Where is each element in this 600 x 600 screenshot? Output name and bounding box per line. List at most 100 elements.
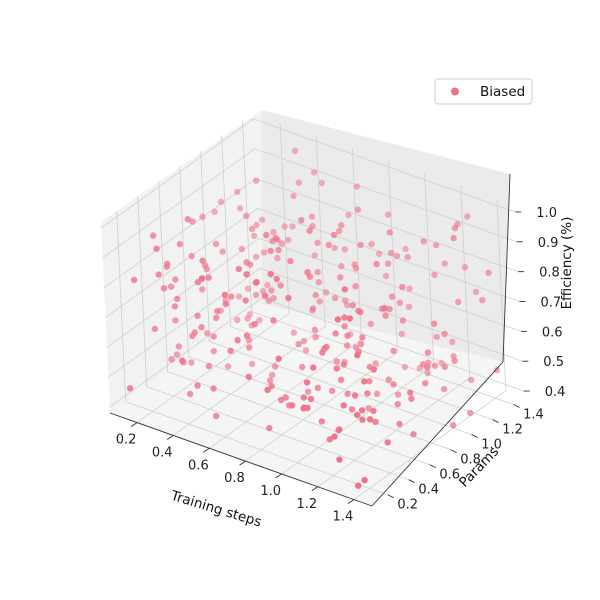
data-point	[212, 240, 220, 248]
data-point	[323, 343, 330, 351]
data-point	[467, 409, 474, 417]
data-point	[304, 404, 311, 412]
data-point	[440, 385, 448, 393]
data-point	[248, 360, 256, 368]
data-point	[331, 433, 338, 440]
data-point	[386, 305, 393, 313]
data-point	[298, 217, 305, 224]
data-point	[405, 303, 413, 310]
data-point	[449, 338, 456, 345]
y-tick-label: 1.0	[481, 438, 502, 453]
data-point	[245, 344, 253, 351]
y-gridline	[158, 180, 430, 466]
x-tick-label: 0.6	[188, 458, 209, 473]
data-point	[394, 391, 402, 398]
data-point	[242, 297, 249, 304]
data-point	[331, 294, 339, 302]
data-point	[278, 396, 285, 404]
z-tick-label: 0.7	[541, 296, 562, 311]
x-gridline	[136, 122, 290, 423]
data-point	[222, 300, 230, 308]
data-point	[336, 227, 343, 235]
data-point	[382, 272, 390, 280]
data-point	[410, 431, 417, 438]
data-point	[368, 241, 375, 248]
data-point	[300, 394, 307, 401]
data-point	[370, 407, 377, 415]
data-point	[201, 262, 209, 269]
data-point	[204, 330, 211, 337]
data-point	[406, 285, 413, 292]
y-tick-label: 1.2	[502, 423, 523, 438]
y-tick-label: 1.4	[523, 408, 544, 423]
data-point	[238, 245, 246, 253]
data-point	[211, 208, 218, 215]
data-point	[213, 314, 220, 322]
data-point	[431, 271, 438, 278]
y-tick	[492, 419, 499, 423]
data-point	[361, 378, 368, 385]
data-point	[269, 371, 276, 379]
data-point	[306, 227, 313, 234]
data-point	[278, 240, 286, 247]
data-point	[235, 293, 243, 300]
chart-axes: 0.20.40.60.81.01.21.40.20.40.60.81.01.21…	[109, 173, 566, 525]
data-point	[270, 317, 277, 324]
data-point	[172, 317, 179, 324]
data-point	[151, 325, 158, 333]
data-point	[358, 407, 366, 414]
data-point	[267, 270, 274, 278]
data-point	[295, 179, 302, 186]
data-point	[349, 302, 356, 309]
data-point	[210, 348, 217, 355]
data-point	[441, 363, 448, 371]
data-point	[253, 279, 260, 286]
data-point	[173, 351, 181, 358]
z-axis-line	[502, 173, 511, 363]
data-point	[376, 250, 383, 257]
z-axis-label: Efficiency (%)	[559, 217, 575, 310]
data-point	[260, 249, 268, 256]
data-point	[340, 361, 348, 368]
data-point	[311, 326, 319, 334]
data-point	[264, 281, 271, 289]
y-gridline	[221, 135, 493, 420]
data-point	[382, 312, 389, 319]
data-point	[228, 293, 235, 300]
legend: Biased	[434, 78, 533, 105]
data-point	[334, 316, 342, 323]
data-point	[290, 329, 298, 336]
data-point	[251, 320, 258, 328]
data-point	[243, 271, 250, 278]
data-point	[199, 286, 206, 293]
data-point	[433, 241, 440, 249]
data-point	[252, 291, 260, 299]
data-point	[153, 245, 160, 252]
data-point	[372, 360, 379, 367]
data-point	[353, 183, 360, 190]
x-tick	[239, 460, 246, 466]
y-tick-label: 0.6	[439, 468, 460, 483]
data-point	[285, 236, 292, 244]
data-point	[235, 265, 242, 273]
data-point	[277, 282, 284, 289]
data-point	[314, 384, 321, 392]
data-point	[399, 283, 406, 291]
x-tick-label: 1.2	[296, 497, 317, 512]
data-point	[388, 249, 395, 257]
data-point	[315, 279, 322, 286]
data-point	[268, 382, 275, 390]
data-point	[311, 252, 318, 259]
data-point	[263, 231, 270, 239]
data-point	[234, 316, 241, 324]
data-point	[186, 390, 194, 398]
data-point	[243, 212, 250, 220]
data-point	[364, 390, 371, 397]
data-point	[168, 356, 175, 363]
data-point	[176, 240, 184, 248]
z-tick-label: 1.0	[536, 206, 557, 221]
data-point	[214, 308, 221, 315]
z-tick-label: 0.4	[545, 385, 566, 400]
y-gridline	[137, 195, 409, 481]
x-gridline	[172, 135, 326, 436]
